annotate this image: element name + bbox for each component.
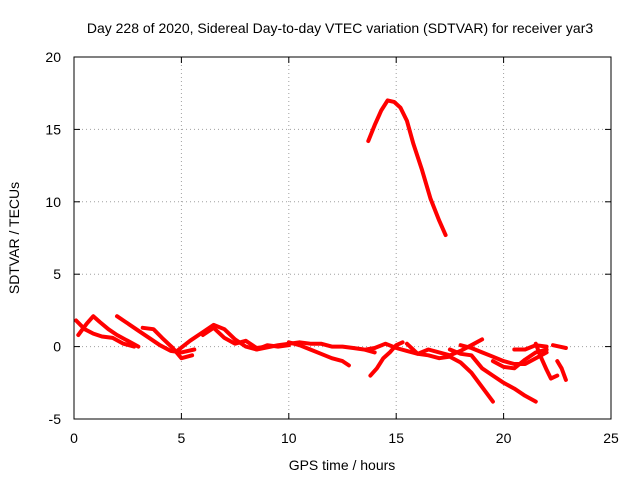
series-arc-8 [286, 340, 351, 368]
series-arc-2 [76, 314, 141, 349]
series-arc-12 [447, 347, 538, 404]
series-arc-11 [404, 341, 495, 404]
x-tick-label: 10 [281, 430, 297, 446]
series-arc-13 [458, 343, 549, 366]
axis-ticks: 0 5 10 15 20 25 -5 0 5 10 15 20 [45, 49, 619, 446]
y-tick-label: 10 [45, 194, 61, 210]
x-tick-label: 0 [70, 430, 78, 446]
y-axis-label: SDTVAR / TECUs [6, 182, 22, 294]
plot-frame [73, 56, 612, 420]
series-arc-15 [512, 343, 549, 352]
series-arc-3 [115, 314, 197, 355]
x-tick-label: 15 [388, 430, 404, 446]
series-arc-10 [368, 340, 405, 378]
grid [74, 57, 611, 419]
x-tick-label: 5 [178, 430, 186, 446]
y-tick-label: 0 [53, 339, 61, 355]
series-arc-9 [364, 337, 485, 358]
series-arc-17 [551, 343, 568, 350]
x-tick-label: 20 [496, 430, 512, 446]
series-arc-peak [366, 98, 448, 238]
series-group [74, 98, 568, 404]
y-tick-label: 5 [53, 266, 61, 282]
x-axis-label: GPS time / hours [289, 457, 396, 473]
y-tick-label: 20 [45, 49, 61, 65]
y-tick-label: -5 [49, 411, 62, 427]
series-arc-4 [140, 325, 195, 361]
series-arc-18 [555, 359, 568, 382]
series-arc-16 [533, 341, 560, 381]
chart-title: Day 228 of 2020, Sidereal Day-to-day VTE… [87, 20, 593, 36]
x-tick-label: 25 [603, 430, 619, 446]
y-tick-label: 15 [45, 121, 61, 137]
